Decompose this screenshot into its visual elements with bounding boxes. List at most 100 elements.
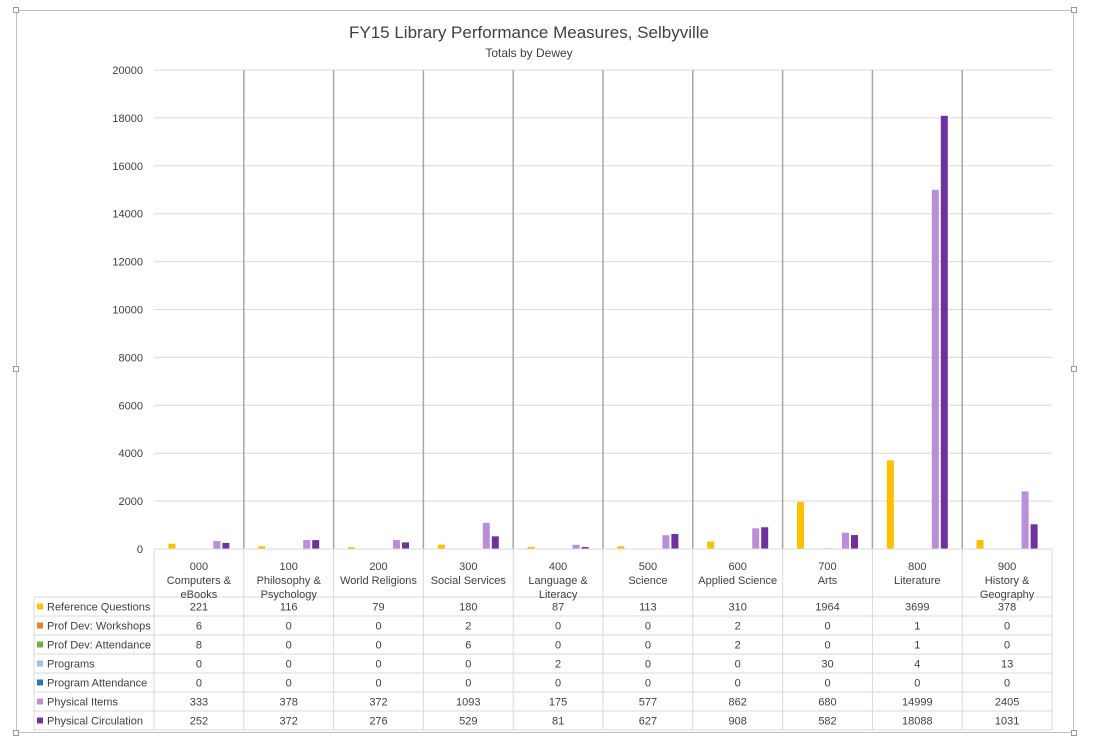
table-cell: 0 [645, 640, 651, 652]
table-cell: 2 [555, 659, 561, 671]
category-label: 200 World Religions [340, 561, 417, 587]
table-cell: 1 [914, 640, 920, 652]
table-cell: 372 [280, 716, 298, 728]
series-label: Physical Circulation [47, 716, 143, 728]
y-tick-label: 4000 [119, 448, 143, 460]
bar [572, 544, 580, 549]
y-tick-label: 16000 [112, 161, 143, 173]
legend-key [37, 622, 43, 629]
series-label: Programs [47, 659, 95, 671]
table-cell: 0 [286, 659, 292, 671]
table-cell: 6 [196, 621, 202, 633]
table-cell: 6 [465, 640, 471, 652]
y-tick-label: 0 [137, 544, 143, 556]
table-cell: 0 [1004, 621, 1010, 633]
chart-title: FY15 Library Performance Measures, Selby… [349, 23, 709, 42]
category-label: 100 Philosophy & Psychology [257, 561, 322, 601]
resize-handle-bottom-left[interactable] [13, 730, 19, 736]
category-label: 600 Applied Science [698, 561, 777, 587]
table-cell: 0 [465, 678, 471, 690]
y-tick-label: 8000 [119, 352, 143, 364]
table-cell: 310 [729, 602, 747, 614]
bar [617, 546, 625, 549]
bar [940, 115, 948, 550]
table-cell: 87 [552, 602, 564, 614]
series-label: Prof Dev: Attendance [47, 640, 151, 652]
table-cell: 2 [465, 621, 471, 633]
resize-handle-left[interactable] [13, 366, 19, 372]
table-cell: 1 [914, 621, 920, 633]
table-cell: 372 [369, 697, 387, 709]
table-cell: 0 [375, 678, 381, 690]
bar [491, 536, 499, 549]
bar [437, 544, 445, 549]
table-cell: 577 [639, 697, 657, 709]
table-cell: 0 [196, 659, 202, 671]
chart-subtitle: Totals by Dewey [485, 46, 572, 60]
table-cell: 180 [459, 602, 477, 614]
legend-key [37, 698, 43, 705]
bar [1030, 524, 1038, 549]
resize-handle-right[interactable] [1071, 366, 1077, 372]
table-cell: 0 [645, 659, 651, 671]
legend-key [37, 717, 43, 724]
table-cell: 18088 [902, 716, 933, 728]
table-cell: 0 [375, 659, 381, 671]
bar [707, 541, 715, 549]
table-cell: 2 [735, 621, 741, 633]
category-label: 900 History & Geography [980, 561, 1035, 601]
legend-key [37, 660, 43, 667]
table-cell: 113 [639, 602, 657, 614]
table-cell: 908 [729, 716, 747, 728]
series-label: Physical Items [47, 697, 118, 709]
y-axis-ticks: 0 2000 4000 6000 8000 10000 12000 14000 16000 180… [112, 65, 143, 556]
bar [482, 522, 490, 549]
table-cell: 0 [286, 678, 292, 690]
y-tick-label: 14000 [112, 209, 143, 221]
category-separators [243, 70, 963, 549]
bar [393, 540, 400, 549]
bar [976, 539, 984, 549]
table-cell: 14999 [902, 697, 933, 709]
table-cell: 0 [645, 678, 651, 690]
table-cell: 3699 [905, 602, 929, 614]
table-cell: 378 [280, 697, 298, 709]
legend-key [37, 679, 43, 686]
table-cell: 276 [369, 716, 387, 728]
table-cell: 0 [914, 678, 920, 690]
table-cell: 4 [914, 659, 920, 671]
table-cell: 0 [555, 640, 561, 652]
series-label: Prof Dev: Workshops [47, 621, 151, 633]
bar [303, 539, 311, 549]
legend-key [37, 603, 43, 610]
series-label: Program Attendance [47, 678, 147, 690]
table-cell: 81 [552, 716, 564, 728]
bar [842, 532, 849, 549]
table-cell: 582 [818, 716, 836, 728]
table-cell: 0 [1004, 640, 1010, 652]
table-cell: 0 [735, 659, 741, 671]
bar [222, 542, 230, 549]
table-cell: 0 [824, 640, 830, 652]
series-label: Reference Questions [47, 602, 151, 614]
table-cell: 30 [821, 659, 833, 671]
y-tick-label: 2000 [119, 496, 143, 508]
category-label: 500 Science [628, 561, 667, 587]
category-label: 700 Arts [818, 561, 838, 587]
resize-handle-top-left[interactable] [13, 7, 19, 13]
bar [886, 460, 894, 549]
table-cell: 175 [549, 697, 567, 709]
table-cell: 627 [639, 716, 657, 728]
table-cell: 0 [824, 678, 830, 690]
bar [312, 540, 320, 549]
table-cell: 2405 [995, 697, 1019, 709]
table-cell: 0 [555, 621, 561, 633]
resize-handle-top-right[interactable] [1071, 7, 1077, 13]
y-tick-label: 6000 [119, 400, 143, 412]
resize-handle-bottom-right[interactable] [1071, 730, 1077, 736]
legend-key [37, 641, 43, 648]
y-tick-label: 20000 [112, 65, 143, 77]
bar [581, 547, 589, 549]
table-cell: 79 [372, 602, 384, 614]
